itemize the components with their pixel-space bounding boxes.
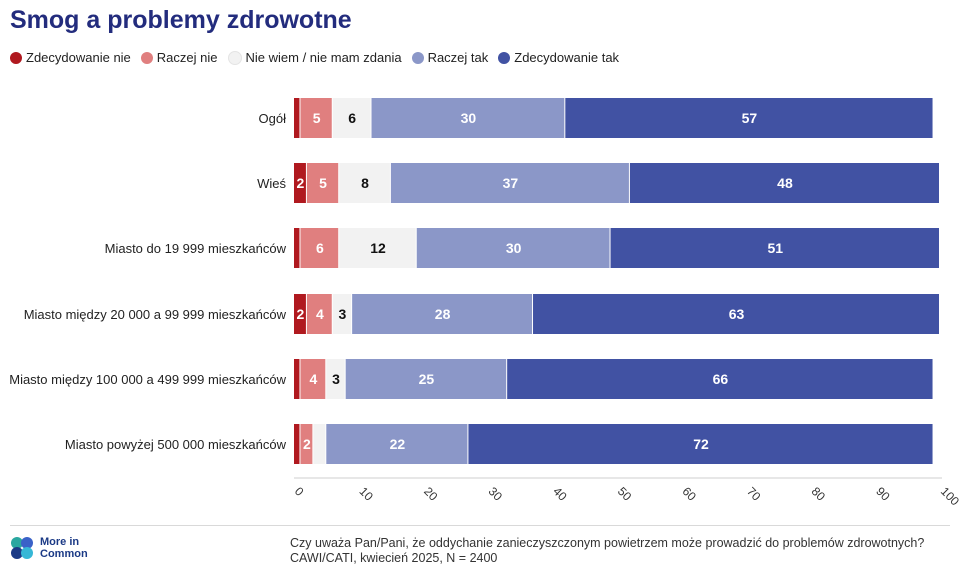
survey-question: Czy uważa Pan/Pani, że oddychanie zaniec…: [290, 536, 925, 550]
bar-value-label: 25: [419, 371, 435, 387]
bar-segment: [294, 424, 300, 464]
bar-segment: [326, 424, 468, 464]
bar-value-label: 57: [742, 110, 758, 126]
bar-segment: [300, 359, 326, 399]
x-tick-label: 30: [486, 484, 506, 504]
legend-label: Zdecydowanie tak: [514, 50, 620, 65]
logo-icon: [11, 537, 33, 559]
bar-value-label: 66: [713, 371, 729, 387]
legend-item: Raczej tak: [411, 50, 489, 65]
footer-divider: [10, 525, 950, 526]
bar-segment: [332, 98, 371, 138]
legend-label: Zdecydowanie nie: [26, 50, 131, 65]
x-tick-label: 100: [938, 484, 960, 508]
bar-segment: [326, 359, 345, 399]
bar-value-label: 63: [729, 306, 745, 322]
bar-value-label: 30: [461, 110, 477, 126]
legend-label: Nie wiem / nie mam zdania: [245, 50, 402, 65]
source-note: Czy uważa Pan/Pani, że oddychanie zaniec…: [290, 536, 950, 566]
bar-value-label: 6: [316, 240, 324, 256]
bar-segment: [565, 98, 933, 138]
bar-value-label: 37: [503, 175, 519, 191]
bar-segment: [300, 228, 339, 268]
legend-swatch: [10, 51, 22, 64]
bar-segment: [294, 163, 306, 203]
bar-value-label: 6: [348, 110, 356, 126]
legend-label: Raczej tak: [427, 50, 489, 65]
bar-segment: [339, 163, 390, 203]
bar-segment: [533, 294, 939, 334]
category-label: Miasto powyżej 500 000 mieszkańców: [65, 437, 287, 452]
legend: Zdecydowanie nie Raczej nie Nie wiem / nie…: [10, 50, 619, 65]
survey-source: CAWI/CATI, kwiecień 2025, N = 2400: [290, 551, 498, 565]
bar-value-label: 2: [303, 436, 311, 452]
bar-value-label: 30: [506, 240, 522, 256]
bar-segment: [507, 359, 933, 399]
legend-label: Raczej nie: [156, 50, 218, 65]
bar-segment: [306, 294, 332, 334]
bar-value-label: 72: [693, 436, 709, 452]
legend-item: Raczej nie: [140, 50, 218, 65]
bar-segment: [629, 163, 939, 203]
bar-segment: [313, 424, 326, 464]
bar-value-label: 8: [361, 175, 369, 191]
bar-value-label: 2: [297, 306, 305, 322]
x-tick-label: 80: [809, 484, 829, 504]
legend-item: Zdecydowanie tak: [498, 50, 619, 65]
x-tick-label: 50: [615, 484, 635, 504]
category-label: Miasto między 100 000 a 499 999 mieszkań…: [9, 372, 286, 387]
bar-value-label: 48: [777, 175, 793, 191]
bar-segment: [352, 294, 533, 334]
bar-segment: [332, 294, 352, 334]
bar-value-label: 4: [309, 371, 317, 387]
category-label: Wieś: [257, 176, 286, 191]
bar-value-label: 5: [313, 110, 321, 126]
x-tick-label: 10: [356, 484, 376, 504]
legend-swatch: [227, 50, 242, 65]
bar-value-label: 5: [319, 175, 327, 191]
bar-segment: [294, 98, 300, 138]
bar-value-label: 51: [767, 240, 783, 256]
x-tick-label: 60: [679, 484, 699, 504]
legend-item: Nie wiem / nie mam zdania: [227, 50, 402, 65]
bar-segment: [294, 228, 300, 268]
bar-value-label: 12: [370, 240, 386, 256]
bar-segment: [300, 98, 332, 138]
x-tick-label: 40: [550, 484, 570, 504]
bar-segment: [339, 228, 416, 268]
bar-segment: [294, 294, 306, 334]
bar-segment: [345, 359, 507, 399]
x-tick-label: 90: [873, 484, 893, 504]
bar-value-label: 22: [390, 436, 406, 452]
x-tick-label: 20: [421, 484, 441, 504]
bar-segment: [416, 228, 610, 268]
bar-value-label: 28: [435, 306, 451, 322]
bar-value-label: 4: [316, 306, 324, 322]
bar-value-label: 3: [332, 371, 340, 387]
bar-segment: [390, 163, 629, 203]
bar-segment: [306, 163, 339, 203]
bar-segment: [300, 424, 313, 464]
legend-swatch: [140, 51, 153, 64]
category-label: Ogół: [259, 111, 287, 126]
x-tick-label: 70: [744, 484, 764, 504]
legend-swatch: [411, 51, 424, 64]
bar-segment: [371, 98, 565, 138]
legend-item: Zdecydowanie nie: [10, 50, 131, 65]
legend-swatch: [498, 51, 511, 64]
bar-segment: [610, 228, 939, 268]
chart-title: Smog a problemy zdrowotne: [10, 6, 352, 34]
category-label: Miasto do 19 999 mieszkańców: [105, 241, 287, 256]
bar-segment: [294, 359, 300, 399]
bar-value-label: 2: [297, 175, 305, 191]
bar-value-label: 3: [339, 306, 347, 322]
x-tick-label: 0: [292, 484, 307, 499]
bar-segment: [468, 424, 933, 464]
logo: More in Common: [10, 536, 100, 560]
logo-text: More in Common: [40, 536, 88, 560]
category-label: Miasto między 20 000 a 99 999 mieszkańcó…: [24, 307, 287, 322]
